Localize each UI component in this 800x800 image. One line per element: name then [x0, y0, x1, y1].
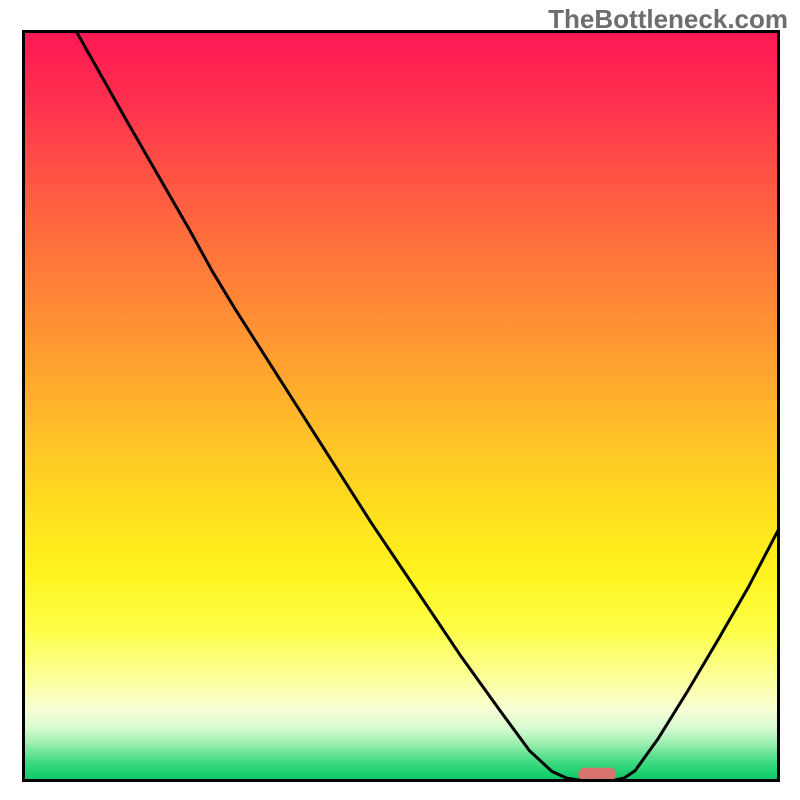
plot-svg	[22, 30, 780, 782]
optimal-marker	[578, 768, 616, 781]
plot-area	[22, 30, 780, 782]
gradient-background	[24, 32, 779, 781]
chart-frame: TheBottleneck.com	[0, 0, 800, 800]
